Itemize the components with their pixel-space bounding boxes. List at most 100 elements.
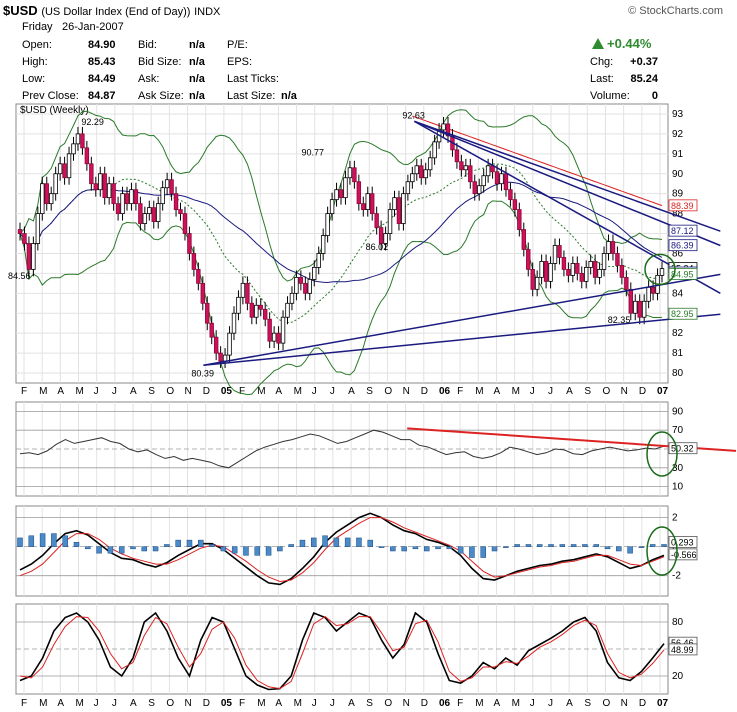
price-right-label: 86.39	[671, 241, 694, 251]
high-label: High:	[22, 56, 48, 68]
macd-histogram-bar	[118, 546, 125, 554]
macd-histogram-bar	[627, 546, 633, 554]
price-candle	[35, 213, 41, 244]
x-tick-label: D	[639, 386, 646, 397]
stochastic-series-line	[19, 611, 665, 691]
price-annotation: 92.29	[81, 117, 104, 127]
macd-histogram-bar	[62, 535, 68, 547]
price-candle	[316, 253, 321, 268]
up-arrow-icon	[592, 38, 604, 49]
rsi-right-label: 50.32	[671, 444, 694, 454]
price-candle	[53, 173, 58, 195]
x-tick-label: 06	[439, 386, 451, 397]
price-candle	[432, 141, 437, 159]
x-tick-label-bottom: M	[294, 698, 302, 709]
price-candle	[548, 263, 553, 282]
low-value: 84.49	[88, 73, 116, 85]
price-y-tick-label: 93	[672, 109, 684, 120]
price-candle	[276, 332, 281, 344]
x-tick-label: S	[584, 386, 591, 397]
rsi-value-box	[668, 442, 698, 455]
price-candle	[258, 304, 263, 310]
macd-histogram-bar	[51, 533, 57, 547]
x-tick-label: A	[348, 386, 355, 397]
x-tick-label: D	[203, 386, 210, 397]
stochastic-y-tick-label: 20	[672, 671, 684, 682]
price-y-tick-label: 81	[672, 348, 684, 359]
last-value-box	[668, 224, 698, 237]
ask-size-value: n/a	[189, 90, 205, 102]
price-candle	[383, 233, 388, 244]
low-label: Low:	[22, 73, 46, 85]
price-candle	[463, 165, 469, 171]
rsi-series-line	[19, 429, 665, 469]
price-candle	[552, 245, 558, 264]
x-tick-label: J	[112, 386, 117, 397]
price-candle	[245, 282, 250, 304]
price-candle	[423, 169, 428, 179]
macd-histogram-bar	[243, 546, 249, 556]
rsi-y-tick-label: 90	[672, 406, 684, 417]
macd-panel-frame	[15, 505, 669, 597]
x-tick-label: J	[330, 386, 335, 397]
macd-histogram-bar	[446, 546, 453, 550]
exchange: INDX	[194, 6, 221, 18]
price-candle	[280, 316, 286, 344]
price-candle	[240, 282, 246, 298]
price-annotation: 92.63	[402, 110, 425, 120]
price-y-tick-label: 91	[672, 149, 684, 160]
x-tick-label-bottom: A	[493, 698, 500, 709]
ask-size-label: Ask Size:	[138, 90, 184, 102]
price-candle	[374, 213, 379, 228]
macd-histogram-bar	[209, 544, 215, 547]
x-tick-label-bottom: M	[475, 698, 483, 709]
site-credit: © StockCharts.com	[628, 5, 723, 17]
price-y-tick-label: 90	[672, 169, 684, 180]
price-candle	[120, 193, 125, 215]
price-candle	[191, 253, 197, 270]
price-y-tick-label: 82	[672, 328, 684, 339]
macd-histogram-bar	[322, 535, 328, 547]
x-tick-label: J	[548, 386, 553, 397]
x-tick-label: D	[421, 386, 428, 397]
x-tick-label-bottom: S	[584, 698, 591, 709]
price-candle	[22, 233, 27, 244]
macd-histogram-bar	[231, 546, 238, 554]
security-name: (US Dollar Index (End of Day))	[41, 6, 191, 18]
price-candle	[401, 193, 406, 224]
macd-value-box	[668, 548, 698, 561]
x-tick-label: A	[130, 386, 137, 397]
macd-histogram-bar	[186, 539, 193, 547]
x-tick-label: S	[366, 386, 373, 397]
price-candle	[138, 203, 143, 224]
price-candle	[646, 286, 651, 302]
macd-histogram-bar	[423, 546, 430, 552]
price-candle	[588, 261, 593, 268]
x-tick-label-bottom: N	[403, 698, 410, 709]
price-candle	[579, 272, 584, 282]
price-candle	[289, 292, 295, 304]
trendline	[203, 313, 721, 367]
open-value: 84.90	[88, 39, 116, 51]
last-value-box	[668, 239, 698, 252]
price-candle	[298, 276, 304, 284]
last-label: Last:	[590, 73, 614, 85]
price-candle	[285, 302, 290, 318]
x-tick-label: A	[493, 386, 500, 397]
price-candle	[222, 354, 228, 362]
macd-histogram-bar	[299, 539, 306, 547]
x-tick-label: M	[512, 386, 520, 397]
x-tick-label-bottom: S	[148, 698, 155, 709]
macd-histogram-bar	[311, 537, 317, 547]
symbol: $USD	[3, 3, 38, 18]
price-candle	[115, 203, 121, 215]
macd-histogram-bar	[344, 537, 351, 547]
macd-series-line	[19, 517, 665, 583]
x-tick-label-bottom: J	[530, 698, 535, 709]
x-tick-label: A	[57, 386, 64, 397]
macd-histogram-bar	[559, 544, 566, 547]
price-candle	[606, 241, 611, 254]
price-candle	[494, 171, 500, 185]
macd-histogram-bar	[288, 544, 294, 547]
macd-histogram-bar	[491, 546, 498, 552]
